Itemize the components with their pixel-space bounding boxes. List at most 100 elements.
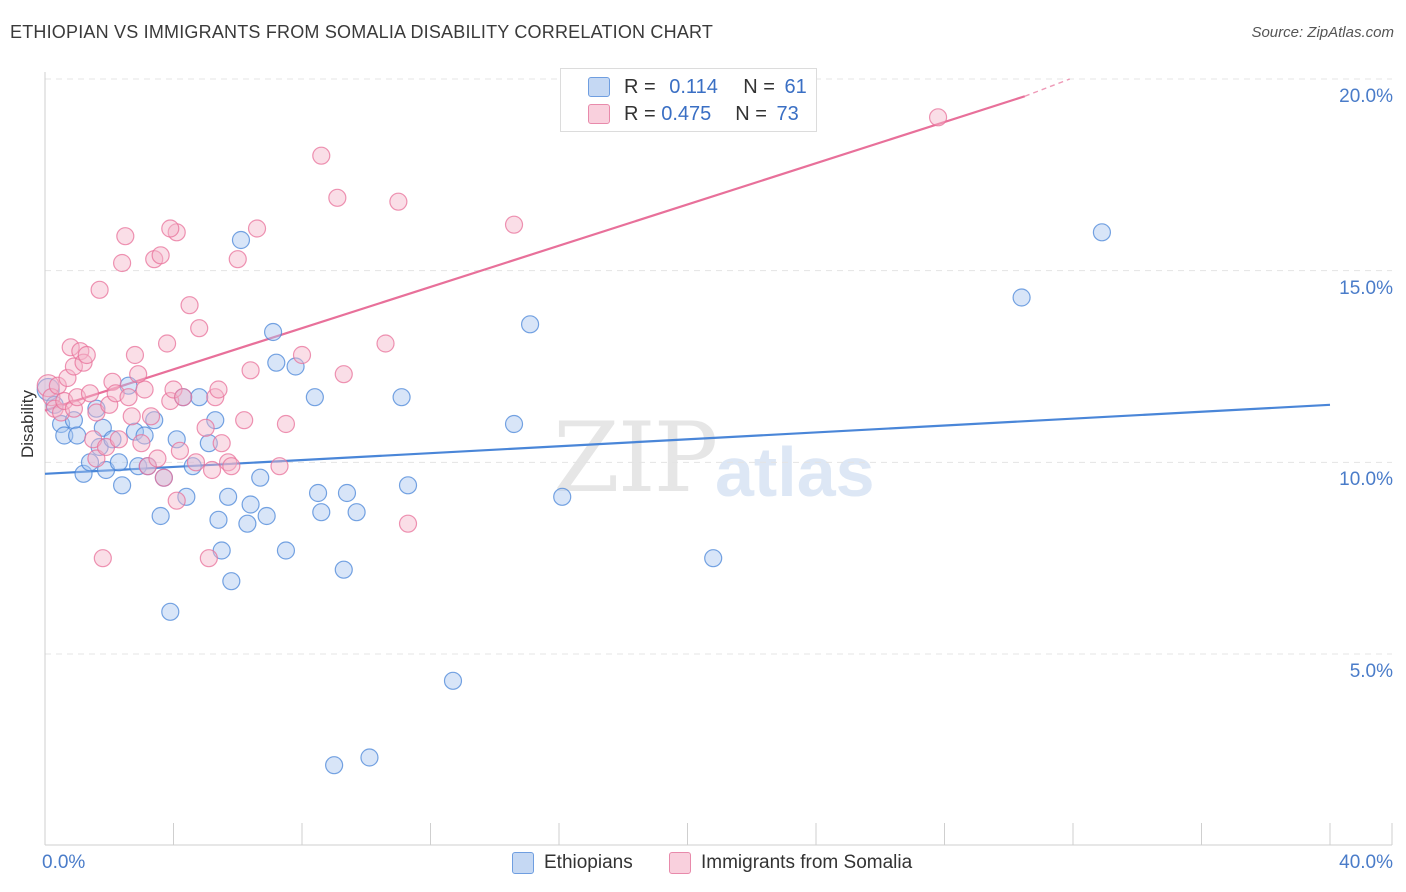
axes bbox=[44, 72, 1393, 846]
point-somalia bbox=[292, 345, 312, 365]
point-ethiopians bbox=[312, 503, 331, 522]
point-somalia bbox=[199, 549, 218, 568]
point-somalia bbox=[100, 395, 119, 414]
point-somalia bbox=[157, 334, 177, 353]
point-somalia bbox=[154, 468, 173, 487]
legend-label-somalia: Immigrants from Somalia bbox=[701, 852, 913, 873]
point-somalia bbox=[202, 460, 222, 480]
legend-r-label: R = bbox=[624, 75, 662, 98]
point-ethiopians bbox=[199, 434, 218, 453]
point-somalia bbox=[241, 361, 260, 380]
point-ethiopians bbox=[305, 388, 324, 407]
trend-lines bbox=[44, 78, 1331, 475]
point-somalia bbox=[270, 457, 289, 476]
point-somalia bbox=[138, 457, 157, 476]
point-somalia bbox=[186, 453, 206, 472]
point-ethiopians bbox=[251, 468, 270, 487]
point-somalia bbox=[174, 388, 193, 407]
chart-title: ETHIOPIAN VS IMMIGRANTS FROM SOMALIA DIS… bbox=[10, 22, 714, 42]
point-somalia bbox=[398, 514, 418, 533]
point-ethiopians bbox=[286, 357, 305, 376]
correlation-legend: R = 0.114 N = 61 R = 0.475 N = 73 bbox=[560, 68, 817, 132]
point-ethiopians bbox=[398, 476, 418, 495]
point-ethiopians bbox=[1092, 223, 1112, 242]
trend-line-ethiopians bbox=[44, 403, 1331, 475]
point-somalia bbox=[77, 345, 96, 365]
point-somalia bbox=[64, 399, 84, 418]
point-ethiopians bbox=[219, 487, 238, 506]
point-somalia bbox=[328, 188, 347, 207]
legend-n-label: N = bbox=[743, 75, 781, 98]
legend-swatch-ethiopians bbox=[512, 852, 534, 874]
legend-n-label: N = bbox=[735, 102, 773, 125]
point-somalia bbox=[151, 246, 170, 265]
point-ethiopians bbox=[109, 453, 128, 472]
point-ethiopians bbox=[241, 495, 260, 514]
point-ethiopians bbox=[151, 506, 170, 526]
legend-r-value: 0.114 bbox=[669, 75, 718, 98]
point-ethiopians bbox=[55, 426, 74, 445]
x-tick-label-min: 0.0% bbox=[42, 852, 86, 873]
point-ethiopians bbox=[190, 388, 209, 407]
y-tick-label: 10.0% bbox=[1339, 469, 1393, 491]
point-somalia bbox=[135, 380, 154, 399]
point-somalia bbox=[112, 253, 132, 273]
point-somalia bbox=[161, 219, 180, 238]
point-ethiopians bbox=[520, 315, 540, 334]
legend-swatch-ethiopians bbox=[588, 77, 610, 97]
point-somalia bbox=[276, 414, 296, 434]
point-ethiopians bbox=[231, 230, 251, 250]
point-ethiopians bbox=[209, 510, 228, 529]
point-somalia bbox=[36, 374, 60, 398]
point-ethiopians bbox=[267, 353, 286, 372]
point-somalia bbox=[167, 491, 186, 510]
y-tick-label: 15.0% bbox=[1339, 277, 1393, 299]
point-ethiopians bbox=[392, 388, 411, 407]
point-somalia bbox=[129, 365, 148, 384]
point-ethiopians bbox=[347, 503, 366, 522]
point-ethiopians bbox=[360, 748, 379, 767]
point-ethiopians bbox=[238, 514, 257, 533]
point-somalia bbox=[376, 334, 395, 353]
y-tick-label: 20.0% bbox=[1339, 86, 1393, 107]
point-somalia bbox=[58, 368, 77, 388]
point-somalia bbox=[119, 388, 138, 407]
point-ethiopians bbox=[74, 464, 93, 483]
trend-line-extension bbox=[1024, 78, 1071, 97]
point-somalia bbox=[122, 407, 141, 426]
point-ethiopians bbox=[704, 549, 723, 568]
legend-swatch-somalia bbox=[588, 104, 610, 124]
point-ethiopians bbox=[325, 756, 344, 775]
point-somalia bbox=[141, 407, 161, 426]
legend-r-value: 0.475 bbox=[661, 102, 712, 125]
point-somalia bbox=[109, 430, 128, 449]
point-somalia bbox=[334, 365, 353, 384]
point-somalia bbox=[125, 345, 145, 365]
y-axis-label: Disability bbox=[18, 389, 37, 458]
point-ethiopians bbox=[263, 322, 283, 342]
point-somalia bbox=[209, 380, 228, 399]
legend-row-ethiopians: R = 0.114 N = 61 bbox=[588, 75, 807, 99]
point-ethiopians bbox=[553, 487, 572, 506]
point-ethiopians bbox=[161, 602, 180, 621]
legend-n-value: 73 bbox=[776, 102, 799, 125]
point-somalia bbox=[148, 449, 167, 468]
point-somalia bbox=[170, 441, 190, 460]
point-ethiopians bbox=[337, 483, 357, 503]
point-somalia bbox=[222, 457, 241, 476]
legend-r-label: R = bbox=[624, 102, 662, 125]
point-somalia bbox=[116, 227, 135, 246]
watermark-atlas: atlas bbox=[715, 433, 875, 511]
y-tick-label: 5.0% bbox=[1349, 661, 1393, 682]
point-ethiopians bbox=[308, 483, 328, 503]
point-somalia bbox=[180, 296, 199, 315]
point-ethiopians bbox=[177, 487, 196, 506]
point-somalia bbox=[64, 357, 84, 376]
legend-label-ethiopians: Ethiopians bbox=[544, 852, 633, 873]
point-somalia bbox=[389, 192, 408, 211]
point-somalia bbox=[504, 215, 524, 234]
point-ethiopians bbox=[222, 572, 241, 591]
legend-swatch-somalia bbox=[669, 852, 691, 874]
watermark-zip: ZIP bbox=[553, 402, 718, 514]
point-somalia bbox=[48, 376, 67, 395]
